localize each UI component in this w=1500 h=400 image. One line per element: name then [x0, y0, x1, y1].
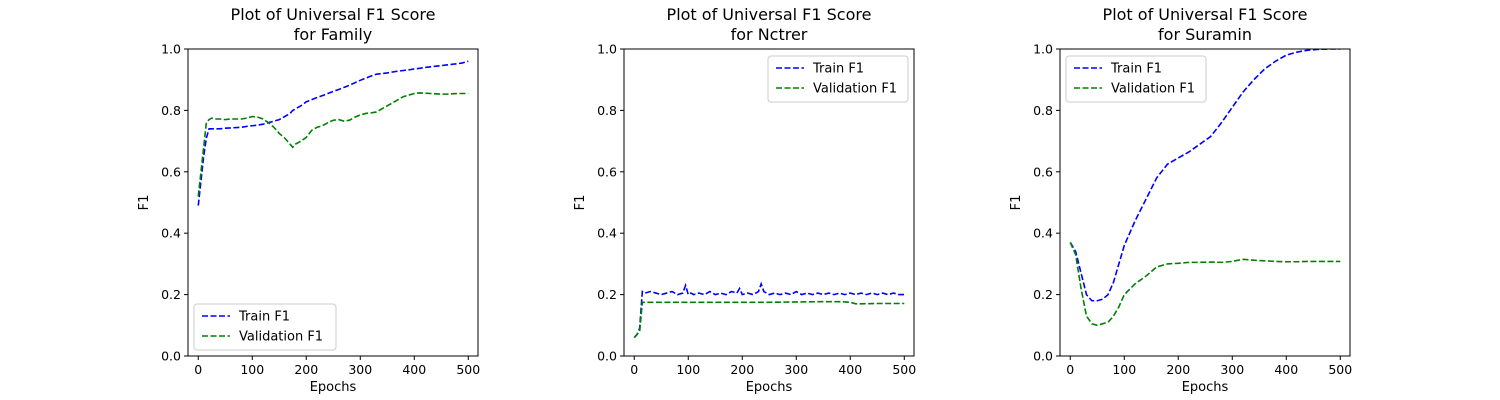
legend-train-label: Train F1: [812, 62, 864, 77]
y-tick-label: 0.6: [161, 164, 181, 179]
x-tick-label: 0: [194, 362, 202, 377]
x-tick-label: 400: [402, 362, 426, 377]
legend-train-label: Train F1: [1110, 62, 1162, 77]
legend-validation-label: Validation F1: [239, 330, 323, 345]
legend-validation-label: Validation F1: [1111, 82, 1195, 97]
x-tick-label: 200: [294, 362, 318, 377]
x-tick-label: 500: [1328, 362, 1352, 377]
legend: Train F1 Validation F1: [193, 303, 337, 351]
x-axis-label: Epochs: [1182, 380, 1229, 395]
x-axis-label: Epochs: [310, 380, 357, 395]
y-tick-label: 0.8: [597, 103, 617, 118]
legend: Train F1 Validation F1: [767, 55, 909, 103]
y-axis-label: F1: [1009, 195, 1024, 211]
y-tick-label: 0.0: [597, 349, 617, 364]
x-tick-label: 0: [630, 362, 638, 377]
y-tick-label: 0.6: [597, 164, 617, 179]
plot-frame: [623, 48, 915, 357]
x-tick-label: 100: [676, 362, 700, 377]
validation-f1-line: [197, 92, 469, 197]
plot-frame: [187, 48, 479, 357]
legend-train-label: Train F1: [238, 310, 290, 325]
y-tick-label: 0.2: [1033, 287, 1053, 302]
y-tick-label: 0.2: [597, 287, 617, 302]
y-tick-label: 0.4: [1033, 226, 1053, 241]
y-tick-label: 1.0: [161, 42, 181, 57]
y-axis-label: F1: [573, 195, 588, 211]
chart-subtitle: for Family: [294, 25, 373, 44]
y-tick-label: 0.4: [161, 226, 181, 241]
chart-title: Plot of Universal F1 Score: [231, 5, 436, 24]
y-tick-label: 1.0: [597, 42, 617, 57]
x-tick-label: 300: [1220, 362, 1244, 377]
x-tick-label: 100: [240, 362, 264, 377]
y-tick-label: 1.0: [1033, 42, 1053, 57]
y-tick-label: 0.0: [1033, 349, 1053, 364]
x-tick-label: 0: [1066, 362, 1074, 377]
x-tick-label: 400: [838, 362, 862, 377]
validation-f1-line: [1069, 242, 1341, 327]
chart-title: Plot of Universal F1 Score: [667, 5, 872, 24]
validation-f1-line: [633, 300, 905, 339]
chart-subtitle: for Suramin: [1158, 25, 1252, 44]
train-f1-line: [633, 281, 905, 339]
x-tick-label: 200: [1166, 362, 1190, 377]
x-tick-label: 300: [348, 362, 372, 377]
y-tick-label: 0.2: [161, 287, 181, 302]
x-tick-label: 500: [456, 362, 480, 377]
x-tick-label: 300: [784, 362, 808, 377]
chart-title: Plot of Universal F1 Score: [1103, 5, 1308, 24]
plot-frame: [1059, 48, 1351, 357]
legend: Train F1 Validation F1: [1065, 55, 1207, 103]
train-f1-line: [1069, 49, 1341, 302]
y-axis-label: F1: [137, 195, 152, 211]
x-tick-label: 500: [892, 362, 916, 377]
x-tick-label: 100: [1112, 362, 1136, 377]
y-tick-label: 0.6: [1033, 164, 1053, 179]
y-tick-label: 0.8: [1033, 103, 1053, 118]
y-tick-label: 0.8: [161, 103, 181, 118]
legend-validation-label: Validation F1: [813, 82, 897, 97]
chart-subtitle: for Nctrer: [731, 25, 808, 44]
x-axis-label: Epochs: [746, 380, 793, 395]
y-tick-label: 0.0: [161, 349, 181, 364]
train-f1-line: [197, 60, 469, 206]
x-tick-label: 200: [730, 362, 754, 377]
x-tick-label: 400: [1274, 362, 1298, 377]
y-tick-label: 0.4: [597, 226, 617, 241]
